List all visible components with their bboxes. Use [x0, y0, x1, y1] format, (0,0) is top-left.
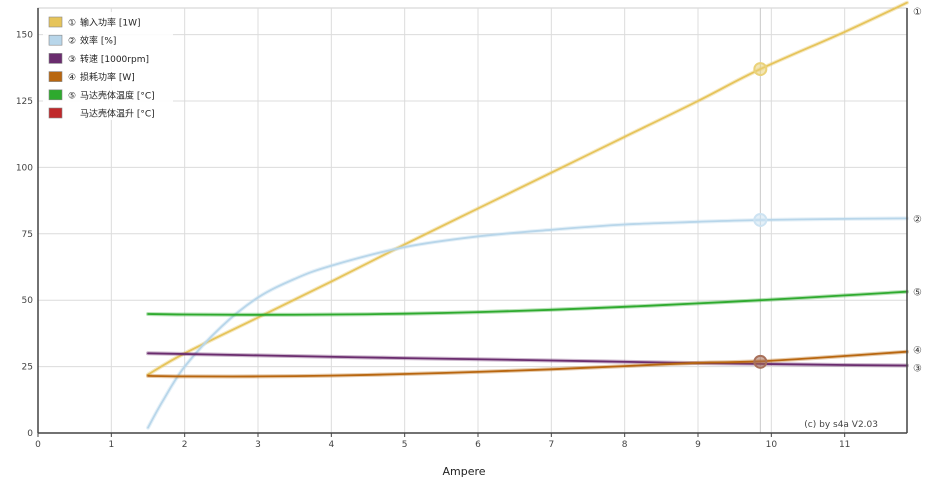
legend-swatch: [48, 34, 63, 46]
legend-number: ①: [68, 19, 76, 29]
y-tick-label: 25: [22, 363, 33, 373]
credit-text: (c) by s4a V2.03: [804, 420, 878, 430]
series-end-label-s2: ②: [913, 214, 922, 225]
legend-number: ④: [68, 73, 76, 83]
y-tick-labels: 0 25 50 75 100 125 150: [16, 31, 33, 439]
series-end-label-s5: ⑤: [913, 288, 922, 299]
legend-label: 马达壳体温度 [°C]: [80, 89, 155, 101]
legend-swatch: [48, 53, 63, 64]
legend-label: 马达壳体温升 [°C]: [80, 108, 155, 120]
y-tick-label: 150: [16, 31, 33, 41]
legend-label: 损耗功率 [W]: [80, 71, 135, 83]
legend-number: ②: [68, 37, 76, 47]
series-end-label-s4: ④: [913, 346, 922, 357]
x-tick-label: 1: [108, 440, 114, 450]
x-tick-label: 4: [328, 440, 334, 450]
series-line-s5: [147, 290, 908, 316]
legend: ① 输入功率 [1W] ② 效率 [%] ③ 转速 [1000rpm] ④ 损耗功率 [W] ⑤…: [43, 12, 173, 120]
y-tick-label: 100: [16, 163, 33, 173]
highlight-point-s1: [753, 62, 768, 77]
x-tick-labels: 0 1 2 3 4 5 6 7 8 9 10 11: [35, 433, 850, 450]
legend-box: [43, 12, 173, 120]
legend-swatch: [48, 107, 63, 119]
legend-swatch: [48, 89, 63, 101]
legend-swatch: [48, 71, 63, 82]
series-line-s3: [147, 352, 908, 367]
x-tick-label: 7: [548, 440, 554, 450]
x-tick-label: 3: [255, 440, 261, 450]
y-tick-label: 0: [27, 429, 33, 439]
legend-number: ⑤: [68, 91, 76, 101]
series-end-labels: ① ② ③ ④ ⑤: [913, 7, 922, 375]
x-tick-label: 11: [839, 440, 850, 450]
x-tick-label: 5: [402, 440, 408, 450]
series-line-s4: [147, 350, 908, 378]
legend-number: ③: [68, 55, 76, 65]
x-tick-label: 2: [182, 440, 188, 450]
legend-label: 转速 [1000rpm]: [80, 53, 149, 65]
highlight-points: [753, 62, 768, 369]
x-tick-label: 8: [622, 440, 628, 450]
x-tick-label: 0: [35, 440, 41, 450]
highlight-point-s2: [753, 212, 768, 227]
series-end-label-s1: ①: [913, 7, 922, 18]
x-tick-label: 9: [695, 440, 701, 450]
series-end-label-s3: ③: [913, 364, 922, 375]
series-lines: [146, 0, 909, 430]
highlight-point-s4: [753, 354, 768, 369]
x-tick-label: 6: [475, 440, 481, 450]
legend-label: 效率 [%]: [80, 35, 116, 47]
x-axis-label: Ampere: [442, 465, 485, 478]
y-tick-label: 125: [16, 97, 33, 107]
legend-swatch: [48, 16, 63, 28]
y-tick-label: 75: [22, 230, 33, 240]
legend-label: 输入功率 [1W]: [80, 17, 141, 29]
series-line-s2: [147, 217, 908, 429]
y-tick-label: 50: [22, 296, 34, 306]
x-tick-label: 10: [766, 440, 778, 450]
